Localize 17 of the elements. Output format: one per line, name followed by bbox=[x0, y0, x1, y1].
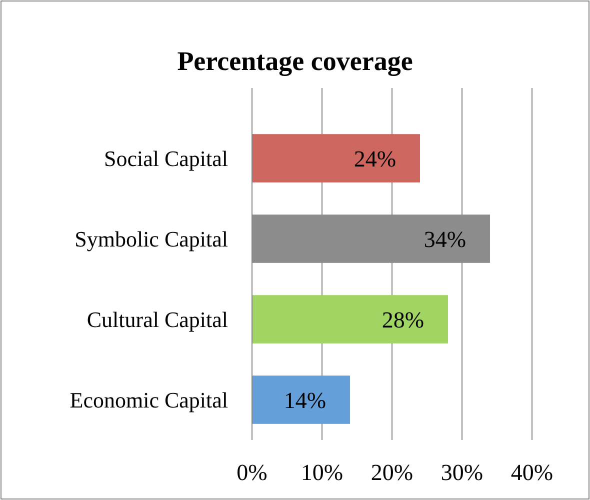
data-label: 14% bbox=[284, 388, 326, 413]
x-tick-label: 0% bbox=[236, 460, 268, 485]
x-tick-label: 30% bbox=[440, 460, 484, 485]
y-tick-label: Cultural Capital bbox=[86, 306, 228, 332]
x-tick-label: 40% bbox=[510, 460, 554, 485]
y-tick-label: Economic Capital bbox=[70, 387, 228, 412]
bar bbox=[252, 376, 350, 424]
chart-title: Percentage coverage bbox=[177, 46, 413, 76]
data-label: 34% bbox=[424, 226, 466, 252]
y-tick-label: Symbolic Capital bbox=[74, 226, 228, 252]
data-label: 28% bbox=[382, 307, 424, 332]
y-tick-label: Social Capital bbox=[104, 146, 228, 171]
data-label: 24% bbox=[354, 146, 396, 172]
x-tick-label: 20% bbox=[370, 460, 414, 485]
bar bbox=[252, 134, 420, 182]
x-tick-label: 10% bbox=[300, 460, 344, 485]
bar bbox=[252, 295, 448, 344]
